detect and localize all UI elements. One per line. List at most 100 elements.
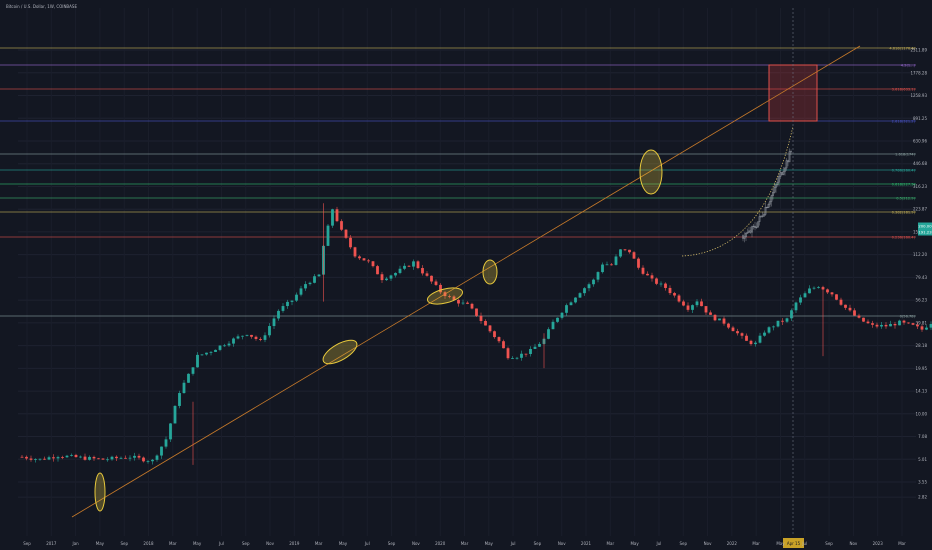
- candle-body: [587, 284, 591, 289]
- candle-body: [502, 341, 505, 349]
- candle-body: [758, 335, 762, 343]
- highlight-ellipse: [426, 287, 464, 305]
- highlight-ellipses: [94, 149, 663, 512]
- x-tick-label: Sep: [388, 541, 396, 546]
- trendline-line: [71, 45, 861, 518]
- projection-body: [758, 216, 761, 222]
- candle-body: [731, 327, 735, 332]
- candle-body: [839, 299, 843, 305]
- candle-body: [578, 293, 582, 298]
- candle-body: [529, 348, 532, 354]
- candle-body: [227, 343, 231, 346]
- candle-body: [812, 287, 816, 289]
- trendline: [71, 45, 861, 518]
- candle-body: [713, 314, 717, 321]
- x-tick-label: Jul: [510, 541, 516, 546]
- candle-body: [884, 324, 888, 327]
- highlight-ellipse: [322, 339, 358, 365]
- projection-body: [749, 230, 752, 233]
- candle-body: [326, 225, 330, 246]
- candle-body: [394, 272, 397, 276]
- fib-levels: 4.618(1176.4) 4.2(1...) 3.618(633.1) 2.618(…: [0, 47, 916, 319]
- candle-body: [749, 340, 753, 345]
- projection-body: [790, 151, 792, 153]
- candle-body: [52, 457, 55, 459]
- candle-body: [353, 247, 357, 257]
- candle-body: [344, 229, 348, 238]
- candle-body: [308, 282, 312, 285]
- projection-body: [787, 160, 789, 163]
- time-axis[interactable]: Sep 2017 Jan May Sep 2018 Mar May Jul Sep Nov 2019 M…: [23, 541, 906, 546]
- y-tick-label: 2.82: [918, 495, 927, 500]
- fib-level-label: 0.5(212.9): [896, 197, 915, 201]
- price-axis[interactable]: 2.82 3.55 5.01 7.08 10.00 14.13 19.95 28.18 39.8…: [910, 48, 932, 500]
- x-tick-label: 2020: [435, 541, 446, 546]
- projection-candles: [742, 148, 792, 243]
- x-tick-label: May: [96, 541, 105, 546]
- candle-body: [83, 456, 87, 460]
- candle-body: [515, 357, 519, 359]
- y-tick-label: 2511.89: [910, 48, 927, 53]
- support-curve: [681, 125, 794, 257]
- candle-body: [425, 273, 429, 276]
- candle-body: [677, 295, 681, 302]
- candle-body: [191, 367, 195, 374]
- x-tick-label: Mar: [607, 541, 615, 546]
- candle-body: [790, 310, 793, 319]
- candle-body: [560, 312, 564, 318]
- candle-body: [835, 294, 838, 300]
- candle-body: [65, 455, 69, 458]
- projection-body: [754, 225, 756, 228]
- x-tick-label: 2019: [289, 541, 300, 546]
- y-tick-label: 112.20: [913, 252, 927, 257]
- projection-body: [760, 215, 762, 217]
- x-tick-label: 2023: [873, 541, 884, 546]
- candle-body: [25, 456, 28, 459]
- candle-body: [776, 320, 780, 327]
- candle-body: [259, 338, 262, 340]
- projection-body: [788, 151, 791, 163]
- y-tick-label: 223.87: [913, 207, 927, 212]
- fib-level-label: 0.382(181.9): [892, 211, 916, 215]
- candle-body: [304, 284, 307, 289]
- candle-body: [785, 318, 789, 322]
- candle-body: [254, 336, 258, 339]
- x-tick-label: Nov: [266, 541, 274, 546]
- candle-body: [880, 324, 883, 327]
- x-tick-label: Nov: [704, 541, 712, 546]
- candle-body: [583, 288, 586, 294]
- candle-body: [875, 324, 879, 327]
- projection-body: [781, 172, 783, 175]
- candle-body: [596, 272, 600, 280]
- projection-body: [745, 233, 747, 238]
- x-tick-label: 2018: [143, 541, 154, 546]
- candle-body: [493, 331, 496, 338]
- price-tag-box: [918, 222, 932, 230]
- x-tick-label: May: [339, 541, 348, 546]
- candle-body: [592, 279, 595, 285]
- candle-body: [335, 209, 339, 222]
- candle-body: [673, 293, 676, 296]
- x-tick-label: Sep: [825, 541, 833, 546]
- candle-body: [628, 249, 631, 253]
- y-tick-label: 630.96: [913, 138, 927, 143]
- projection-body: [767, 203, 770, 208]
- candle-body: [722, 318, 726, 324]
- symbol-title[interactable]: Bitcoin / U.S. Dollar, 1W, COINBASE: [6, 4, 77, 9]
- candle-body: [488, 325, 492, 332]
- candle-body: [403, 265, 406, 269]
- candle-body: [61, 457, 64, 458]
- candle-body: [412, 261, 415, 267]
- highlight-ellipse: [94, 472, 106, 512]
- candle-body: [565, 305, 568, 313]
- candle-body: [551, 321, 555, 330]
- candle-body: [389, 275, 393, 279]
- candle-body: [331, 209, 334, 226]
- projection-body: [751, 226, 753, 233]
- x-tick-label: Mar: [169, 541, 177, 546]
- fib-level-label: 0.236(160.4): [892, 236, 916, 240]
- y-tick-label: 5.01: [918, 457, 927, 462]
- price-tag-label: 191.23: [918, 230, 932, 235]
